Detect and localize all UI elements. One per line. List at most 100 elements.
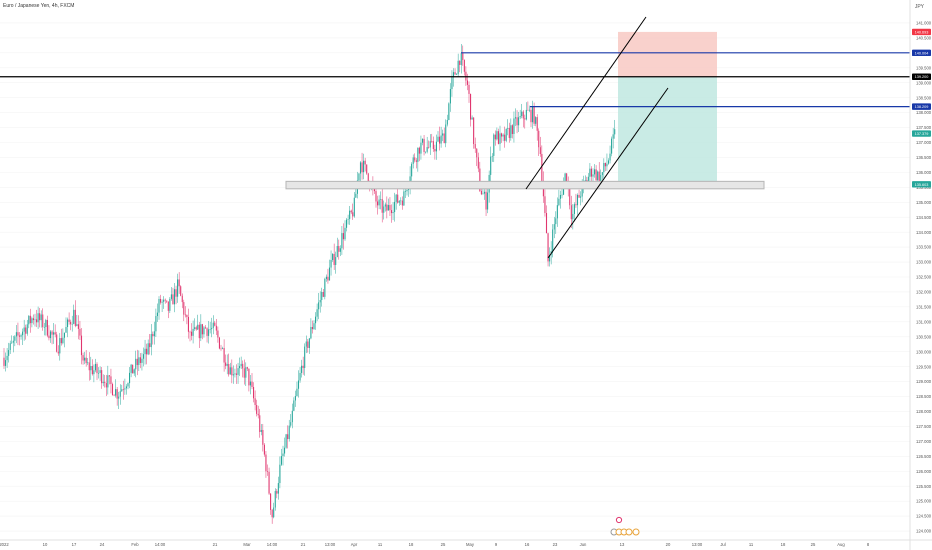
candle-body [274, 491, 276, 508]
candle-body [14, 336, 16, 341]
candle-body [446, 119, 448, 125]
candle-body [445, 124, 447, 144]
candle-body [435, 141, 437, 152]
y-tick-label: 134.500 [916, 215, 932, 220]
candle-body [395, 194, 397, 202]
candle-body [191, 331, 193, 336]
candle-body [375, 191, 377, 202]
candle-body [614, 129, 616, 135]
candle-body [349, 210, 351, 220]
candle-body [558, 198, 560, 206]
candle-body [102, 381, 104, 384]
candle-body [12, 340, 14, 343]
candle-body [22, 331, 24, 336]
candle-body [113, 394, 115, 396]
candle-body [609, 153, 611, 161]
candle-body [124, 388, 126, 390]
price-label-current_price: 137.379 [912, 130, 931, 137]
candle-body [386, 204, 388, 211]
candle-body [229, 367, 231, 375]
candle-body [96, 363, 98, 374]
candle-body [333, 253, 335, 265]
candle-body [456, 74, 458, 75]
candle-body [88, 362, 90, 371]
candle-body [293, 400, 295, 411]
candle-body [200, 324, 202, 339]
candle-body [594, 169, 596, 175]
candle-body [501, 133, 503, 137]
candle-body [99, 370, 101, 373]
symbol-label: JPY [914, 4, 924, 10]
candle-body [73, 309, 75, 324]
candle-body [57, 351, 59, 354]
drawings[interactable] [0, 16, 910, 259]
candle-body [132, 364, 134, 374]
price-axis[interactable]: 124.000 124.500 125.000 125.500 126.000 126.5… [909, 0, 932, 550]
candle-body [42, 314, 44, 328]
candle-body [494, 134, 496, 140]
y-tick-label: 129.500 [916, 364, 932, 369]
candle-body [206, 328, 208, 336]
candle-body [502, 134, 504, 137]
candle-body [480, 191, 482, 195]
candle-body [186, 314, 188, 317]
candle-body [604, 162, 606, 167]
candle-body [121, 389, 123, 392]
x-tick-label: 13:00 [692, 542, 703, 547]
candle-body [217, 330, 219, 338]
candle-body [528, 109, 530, 111]
candle-body [332, 253, 334, 260]
candle-body [491, 155, 493, 157]
candle-body [91, 366, 93, 375]
candle-body [212, 322, 214, 328]
candle-body [133, 369, 135, 374]
candle-body [301, 365, 303, 373]
price-label-blue_high: 140.004 [912, 49, 931, 57]
x-tick-label: Feb [131, 542, 139, 547]
candle-body [556, 205, 558, 219]
candle-body [208, 329, 210, 336]
candle-body [612, 134, 614, 139]
candle-body [322, 291, 324, 297]
channel-lower-line [547, 87, 669, 259]
candle-body [304, 346, 306, 368]
candle-body [297, 380, 300, 389]
candle-body [20, 335, 22, 337]
candle-body [514, 117, 517, 119]
candle-body [324, 278, 326, 297]
y-tick-label: 126.000 [916, 469, 932, 474]
candle-body [138, 357, 140, 366]
candle-body [232, 374, 234, 376]
candle-body [533, 106, 535, 124]
candle-body [539, 147, 541, 154]
candle-body [525, 109, 527, 120]
price-label-text: 139.200 [915, 75, 929, 79]
candle-body [76, 324, 78, 326]
candle-body [411, 163, 413, 177]
x-tick-label: 2022 [0, 542, 9, 547]
candle-body [237, 368, 239, 375]
candle-body [452, 72, 455, 78]
candle-body [67, 319, 69, 328]
candle-body [566, 173, 568, 184]
y-tick-label: 136.500 [916, 155, 932, 160]
candle-body [136, 358, 138, 366]
candle-body [280, 456, 282, 465]
candle-body [201, 324, 203, 335]
candle-body [31, 318, 33, 324]
candle-body [74, 309, 76, 326]
candle-body [437, 136, 439, 142]
candle-body [254, 398, 256, 406]
candle-body [15, 332, 17, 337]
event-markers[interactable] [610, 516, 640, 536]
candle-body [163, 299, 165, 302]
time-axis[interactable]: 2022 10 17 24 Feb 14:00 21 Mar 14:00 21 13:00 Apr 11… [0, 539, 932, 547]
candle-body [587, 176, 589, 183]
candle-body [198, 324, 200, 339]
price-label-text: 137.379 [915, 132, 929, 136]
x-tick-label: 8 [867, 542, 870, 547]
candle-body [310, 326, 312, 339]
x-tick-label: 21 [301, 542, 306, 547]
candle-body [226, 363, 228, 366]
